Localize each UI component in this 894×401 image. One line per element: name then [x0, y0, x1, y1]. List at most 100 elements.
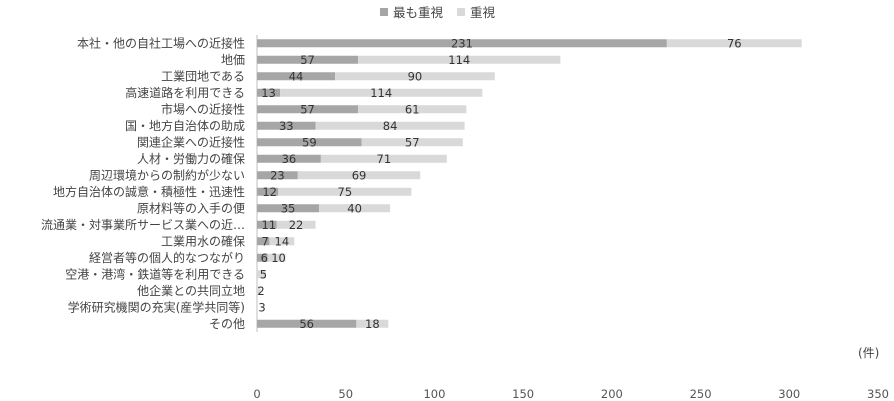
data-label: 11 — [261, 218, 276, 232]
data-label: 6 — [261, 251, 268, 265]
legend: 最も重視 重視 — [380, 5, 496, 20]
bar-important — [269, 237, 295, 246]
legend-label-1: 重視 — [470, 5, 496, 20]
bar-most-important — [257, 319, 357, 328]
data-label: 75 — [338, 185, 353, 199]
data-label: 3 — [258, 300, 265, 314]
data-label: 59 — [302, 135, 317, 149]
data-label: 90 — [408, 69, 423, 83]
bar-most-important — [257, 138, 362, 147]
data-label: 36 — [282, 152, 297, 166]
data-label: 57 — [300, 102, 315, 116]
bar-important — [315, 121, 465, 130]
data-label: 44 — [289, 69, 304, 83]
category-label: 学術研究機関の充実(産学共同等) — [68, 299, 245, 314]
bar-most-important — [257, 88, 281, 97]
bar-important — [278, 187, 412, 196]
data-label: 56 — [299, 317, 314, 331]
bar-most-important — [257, 204, 320, 213]
data-label: 57 — [300, 53, 315, 67]
x-tick-label: 350 — [867, 387, 889, 401]
data-label: 22 — [289, 218, 304, 232]
data-label: 12 — [262, 185, 277, 199]
data-label: 13 — [261, 86, 276, 100]
category-label: 地価 — [221, 53, 245, 67]
x-tick-labels: 0 50 100 150 200 250 300 350 — [253, 387, 889, 401]
category-label: 市場への近接性 — [161, 101, 245, 116]
data-label: 61 — [405, 102, 420, 116]
category-label: 周辺環境からの制約が少ない — [89, 167, 245, 182]
category-label: 工業団地である — [161, 69, 245, 83]
bar-important — [267, 253, 286, 262]
bar-important — [358, 55, 561, 64]
data-label: 231 — [451, 36, 473, 50]
unit-label: (件) — [858, 346, 879, 360]
bar-most-important — [257, 237, 270, 246]
bar-most-important — [257, 121, 316, 130]
bar-most-important — [257, 105, 359, 114]
x-tick-label: 150 — [512, 387, 534, 401]
bar-important — [319, 204, 391, 213]
bar-most-important — [257, 220, 277, 229]
legend-label-0: 最も重視 — [393, 5, 444, 20]
data-label: 84 — [383, 119, 398, 133]
bar-important — [276, 220, 316, 229]
category-label: 流通業・対事業所サービス業への近… — [41, 218, 245, 232]
bar-important — [297, 171, 421, 180]
x-tick-label: 50 — [338, 387, 353, 401]
data-label: 7 — [262, 234, 269, 248]
x-tick-label: 250 — [690, 387, 712, 401]
bar-important — [356, 319, 389, 328]
data-label: 114 — [448, 53, 470, 67]
bar-important — [257, 286, 261, 295]
data-label: 71 — [377, 152, 392, 166]
category-label: 他企業との共同立地 — [137, 283, 245, 298]
category-label: 国・地方自治体の助成 — [125, 118, 245, 133]
bar-most-important — [257, 253, 268, 262]
bar-important — [361, 138, 463, 147]
category-label: 経営者等の個人的なつながり — [89, 250, 245, 265]
bar-important — [257, 270, 266, 279]
bar-most-important — [257, 72, 336, 81]
category-label: 地方自治体の誠意・積極性・迅速性 — [53, 184, 245, 199]
bar-important — [280, 88, 483, 97]
category-label: 高速道路を利用できる — [125, 85, 245, 100]
legend-swatch-0 — [380, 8, 388, 16]
category-label: 原材料等の入手の便 — [137, 201, 245, 215]
data-label: 57 — [405, 135, 420, 149]
x-tick-label: 300 — [778, 387, 800, 401]
bar-most-important — [257, 154, 321, 163]
data-label: 14 — [275, 234, 290, 248]
category-label: 本社・他の自社工場への近接性 — [77, 35, 245, 50]
data-label: 35 — [281, 201, 296, 215]
category-label: 人材・労働力の確保 — [137, 151, 245, 166]
data-label: 18 — [365, 317, 380, 331]
bar-important — [320, 154, 447, 163]
data-label: 5 — [260, 267, 267, 281]
x-tick-label: 100 — [423, 387, 445, 401]
bar-important — [666, 39, 802, 48]
bar-most-important — [257, 55, 359, 64]
data-label: 69 — [352, 168, 367, 182]
data-label: 76 — [727, 36, 742, 50]
data-label: 23 — [270, 168, 285, 182]
data-label: 114 — [370, 86, 392, 100]
bar-most-important — [257, 39, 667, 48]
bars — [257, 39, 802, 328]
data-label: 10 — [271, 251, 286, 265]
x-tick-label: 0 — [253, 387, 260, 401]
bar-important — [358, 105, 467, 114]
category-label: 関連企業への近接性 — [137, 134, 245, 149]
data-label: 33 — [279, 119, 294, 133]
x-tick-label: 200 — [601, 387, 623, 401]
data-label: 2 — [257, 284, 264, 298]
category-labels: 本社・他の自社工場への近接性地価工業団地である高速道路を利用できる市場への近接性… — [41, 35, 245, 331]
category-label: 空港・港湾・鉄道等を利用できる — [65, 266, 245, 281]
bar-important — [335, 72, 495, 81]
category-label: 工業用水の確保 — [161, 233, 245, 248]
category-label: その他 — [209, 317, 245, 331]
bar-most-important — [257, 187, 279, 196]
legend-swatch-1 — [457, 8, 465, 16]
